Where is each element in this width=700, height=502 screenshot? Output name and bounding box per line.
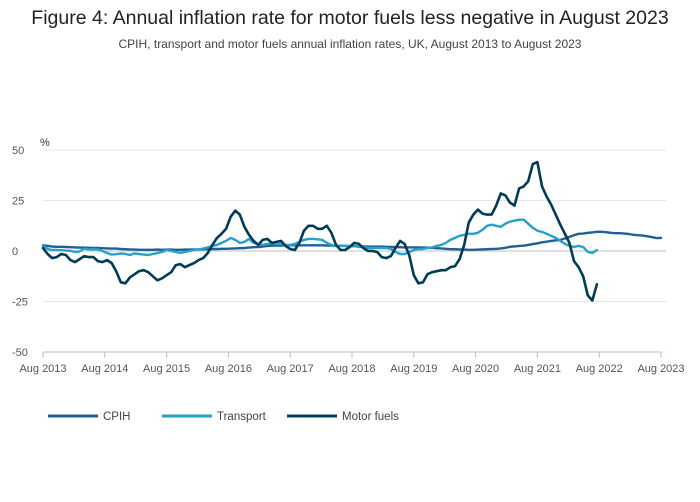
x-tick-label: Aug 2021 (514, 363, 561, 375)
x-axis: Aug 2013 Aug 2014 Aug 2015 Aug 2016 Aug 2017… (19, 351, 685, 375)
legend-label: Transport (217, 411, 267, 423)
legend-label: Motor fuels (342, 411, 399, 423)
x-tick-label: Aug 2016 (205, 363, 252, 375)
x-tick-label: Aug 2020 (452, 363, 499, 375)
x-tick-label: Aug 2022 (576, 363, 623, 375)
chart-title: Figure 4: Annual inflation rate for moto… (31, 7, 669, 29)
y-tick-label: -25 (12, 297, 28, 309)
x-tick-label: Aug 2023 (637, 363, 684, 375)
y-tick-label: -50 (12, 347, 28, 359)
y-axis-unit-label: % (40, 137, 50, 149)
series-line (41, 160, 599, 302)
x-tick-label: Aug 2019 (390, 363, 437, 375)
x-tick-label: Aug 2013 (19, 363, 66, 375)
grid-lines: -50 -25 0 25 50% (12, 137, 666, 359)
series-lines (41, 160, 663, 302)
x-tick-label: Aug 2014 (81, 363, 128, 375)
chart-subtitle: CPIH, transport and motor fuels annual i… (118, 37, 582, 51)
legend: CPIH Transport Motor fuels (48, 411, 399, 423)
y-tick-label: 0 (12, 246, 18, 258)
y-tick-label: 50 (12, 145, 24, 157)
x-tick-label: Aug 2017 (267, 363, 314, 375)
x-tick-label: Aug 2015 (143, 363, 190, 375)
series-line (41, 218, 599, 257)
y-tick-label: 25 (12, 196, 24, 208)
legend-label: CPIH (103, 411, 130, 423)
x-tick-label: Aug 2018 (328, 363, 375, 375)
